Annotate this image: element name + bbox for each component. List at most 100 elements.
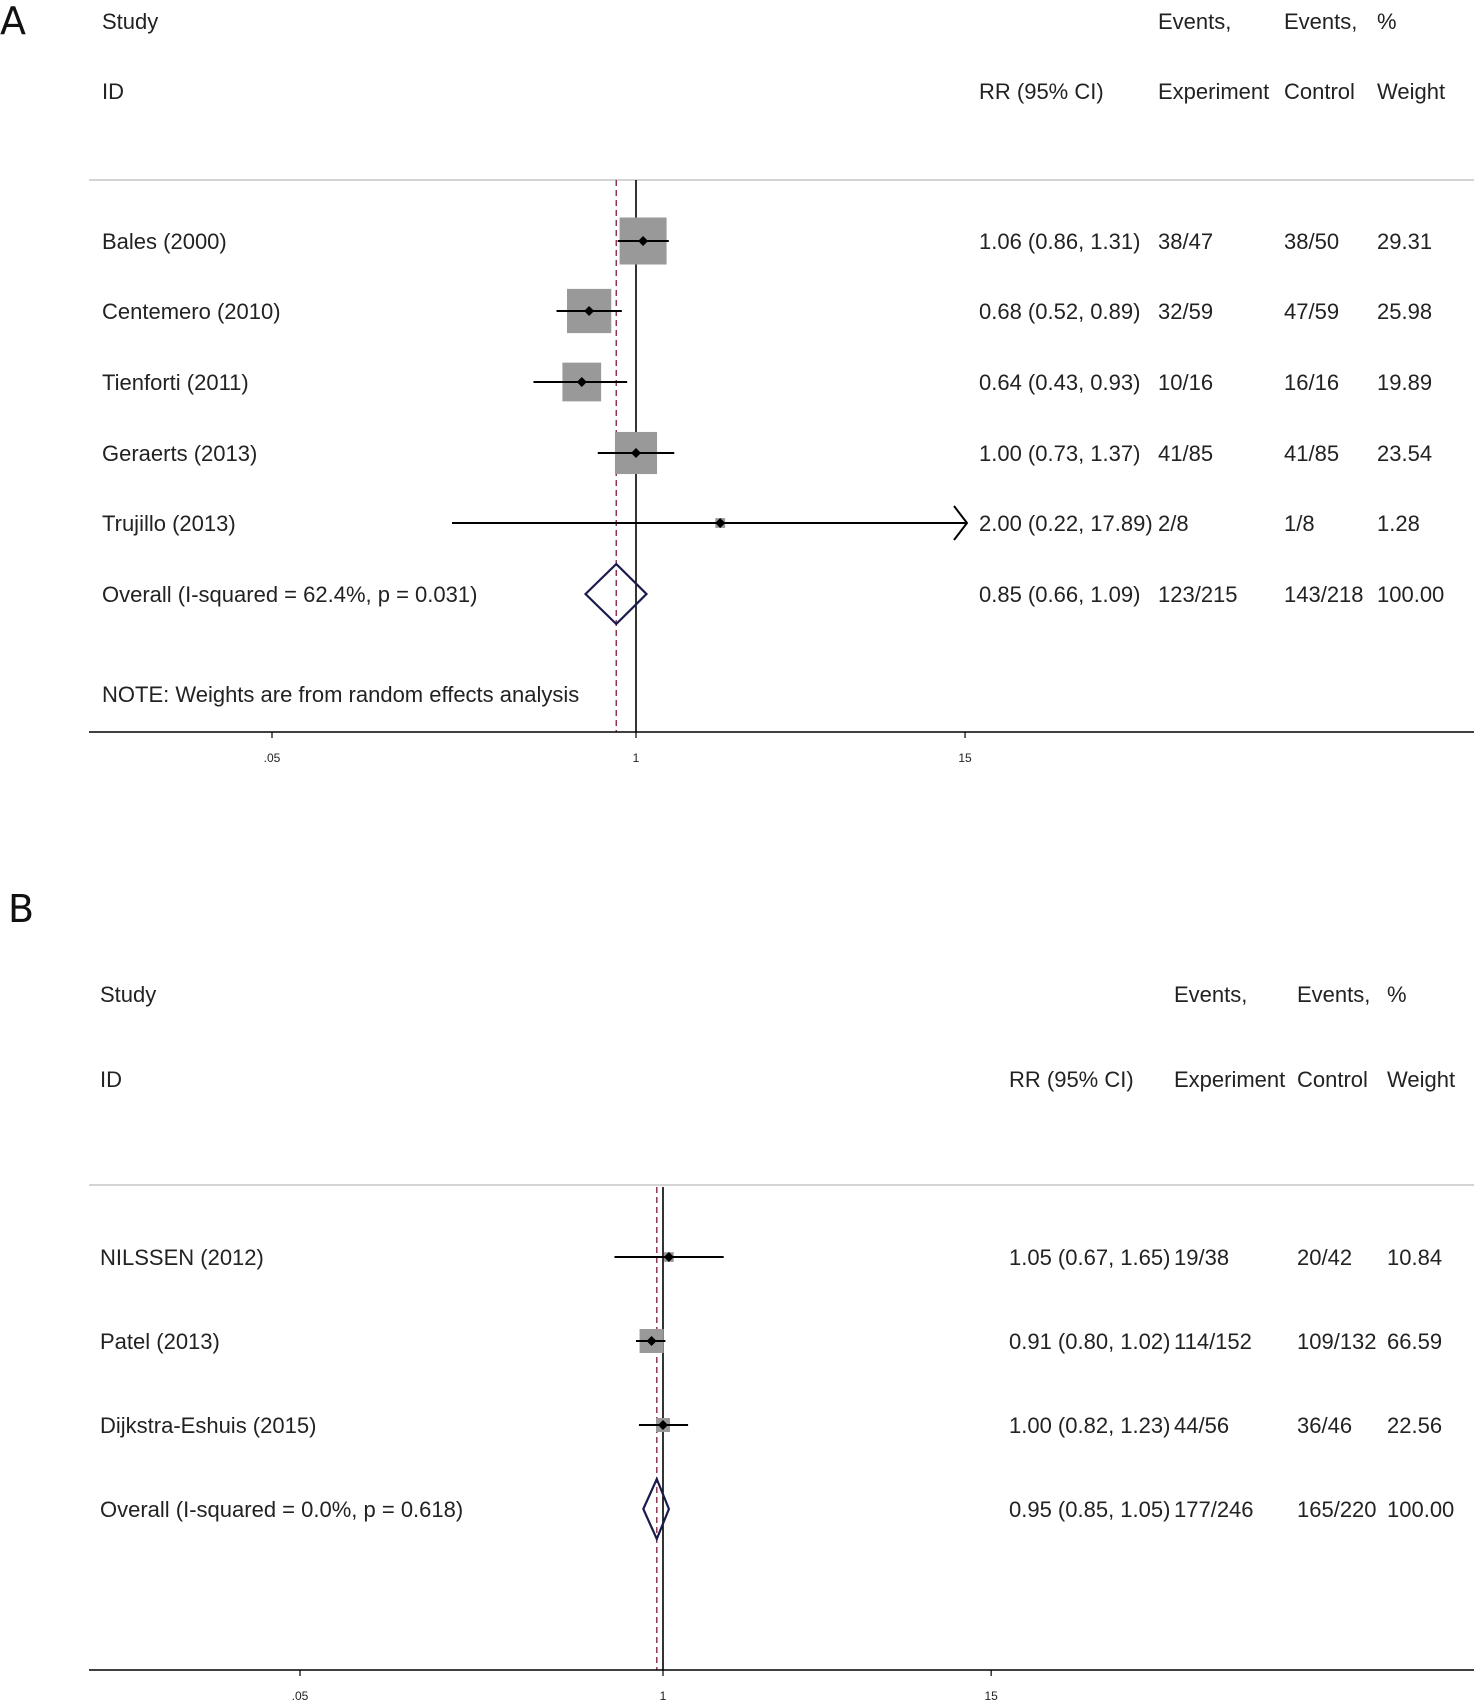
events-experiment: 44/56 [1174, 1413, 1229, 1438]
events-control: 20/42 [1297, 1245, 1352, 1270]
header-events-ctrl: Events, [1284, 9, 1357, 34]
rr-value: 1.00 (0.82, 1.23) [1009, 1413, 1170, 1438]
header-events-ctrl: Events, [1297, 982, 1370, 1007]
overall-weight: 100.00 [1387, 1497, 1454, 1522]
events-control: 47/59 [1284, 299, 1339, 324]
x-axis: .05 1 15 [89, 731, 1474, 765]
column-headers: Study ID RR (95% CI) Events, Experiment Event… [100, 982, 1455, 1092]
events-experiment: 41/85 [1158, 441, 1213, 466]
study-label: Bales (2000) [102, 229, 227, 254]
header-control: Control [1284, 79, 1355, 104]
header-study: Study [102, 9, 158, 34]
events-experiment: 10/16 [1158, 370, 1213, 395]
forest-panel-b: B Study ID RR (95% CI) Events, Experiment Even… [8, 887, 1474, 1703]
events-experiment: 114/152 [1174, 1329, 1252, 1354]
events-control: 109/132 [1297, 1329, 1377, 1354]
panel-label: B [8, 887, 34, 931]
overall-events-experiment: 123/215 [1158, 582, 1238, 607]
point-estimate [663, 1252, 674, 1262]
rr-value: 1.05 (0.67, 1.65) [1009, 1245, 1170, 1270]
events-experiment: 2/8 [1158, 511, 1189, 536]
overall-diamond [642, 1476, 671, 1542]
rr-value: 1.00 (0.73, 1.37) [979, 441, 1140, 466]
overall-row: Overall (I-squared = 62.4%, p = 0.031) 0.… [102, 562, 1444, 626]
x-axis: .05 1 15 [89, 1669, 1474, 1703]
panel-label: A [0, 0, 26, 43]
weight-value: 1.28 [1377, 511, 1420, 536]
events-control: 36/46 [1297, 1413, 1352, 1438]
header-experiment: Experiment [1158, 79, 1269, 104]
header-percent: % [1387, 982, 1407, 1007]
overall-events-experiment: 177/246 [1174, 1497, 1254, 1522]
study-label: Centemero (2010) [102, 299, 281, 324]
tick-label: 15 [958, 751, 972, 765]
header-events-exp: Events, [1158, 9, 1231, 34]
header-rr: RR (95% CI) [1009, 1067, 1134, 1092]
point-estimate [584, 306, 595, 316]
study-row: Trujillo (2013) 2.00 (0.22, 17.89) 2/8 1/8 1… [102, 505, 1420, 541]
overall-events-control: 143/218 [1284, 582, 1364, 607]
tick-label: 15 [984, 1689, 998, 1703]
footnote: NOTE: Weights are from random effects an… [102, 682, 579, 707]
events-control: 16/16 [1284, 370, 1339, 395]
header-events-exp: Events, [1174, 982, 1247, 1007]
study-label: Patel (2013) [100, 1329, 220, 1354]
header-id: ID [102, 79, 124, 104]
study-label: Geraerts (2013) [102, 441, 257, 466]
weight-value: 10.84 [1387, 1245, 1442, 1270]
overall-weight: 100.00 [1377, 582, 1444, 607]
events-experiment: 32/59 [1158, 299, 1213, 324]
study-row: Patel (2013) 0.91 (0.80, 1.02) 114/152 109/… [100, 1329, 1442, 1354]
events-experiment: 38/47 [1158, 229, 1213, 254]
weight-value: 19.89 [1377, 370, 1432, 395]
events-control: 41/85 [1284, 441, 1339, 466]
weight-value: 25.98 [1377, 299, 1432, 324]
rr-value: 0.68 (0.52, 0.89) [979, 299, 1140, 324]
point-estimate [646, 1336, 657, 1346]
events-control: 1/8 [1284, 511, 1315, 536]
rr-value: 0.64 (0.43, 0.93) [979, 370, 1140, 395]
header-weight: Weight [1387, 1067, 1455, 1092]
header-experiment: Experiment [1174, 1067, 1285, 1092]
tick-label: 1 [633, 751, 640, 765]
study-label: Dijkstra-Eshuis (2015) [100, 1413, 316, 1438]
header-weight: Weight [1377, 79, 1445, 104]
point-estimate [658, 1420, 668, 1430]
tick-label: .05 [292, 1689, 309, 1703]
weight-value: 22.56 [1387, 1413, 1442, 1438]
point-estimate [576, 377, 587, 387]
rr-value: 1.06 (0.86, 1.31) [979, 229, 1140, 254]
study-label: Trujillo (2013) [102, 511, 236, 536]
study-row: Geraerts (2013) 1.00 (0.73, 1.37) 41/85 41/… [102, 431, 1432, 475]
forest-panel-a: A Study ID RR (95% CI) Events, Experiment Even… [0, 0, 1474, 765]
study-row: Bales (2000) 1.06 (0.86, 1.31) 38/47 38/50 2… [102, 217, 1432, 265]
events-experiment: 19/38 [1174, 1245, 1229, 1270]
point-estimate [715, 518, 726, 528]
study-label: NILSSEN (2012) [100, 1245, 264, 1270]
study-label: Tienforti (2011) [102, 370, 249, 395]
weight-value: 29.31 [1377, 229, 1432, 254]
header-rr: RR (95% CI) [979, 79, 1104, 104]
study-row: Centemero (2010) 0.68 (0.52, 0.89) 32/59 47… [102, 288, 1432, 334]
events-control: 38/50 [1284, 229, 1339, 254]
weight-value: 23.54 [1377, 441, 1432, 466]
overall-rr: 0.95 (0.85, 1.05) [1009, 1497, 1170, 1522]
column-headers: Study ID RR (95% CI) Events, Experiment Event… [102, 9, 1445, 104]
study-row: NILSSEN (2012) 1.05 (0.67, 1.65) 19/38 20/4… [100, 1245, 1442, 1270]
weight-value: 66.59 [1387, 1329, 1442, 1354]
header-id: ID [100, 1067, 122, 1092]
overall-diamond [583, 562, 649, 626]
point-estimate [631, 448, 641, 458]
overall-row: Overall (I-squared = 0.0%, p = 0.618) 0.9… [100, 1476, 1454, 1542]
overall-events-control: 165/220 [1297, 1497, 1377, 1522]
overall-label: Overall (I-squared = 0.0%, p = 0.618) [100, 1497, 463, 1522]
tick-label: .05 [264, 751, 281, 765]
rr-value: 0.91 (0.80, 1.02) [1009, 1329, 1170, 1354]
study-row: Dijkstra-Eshuis (2015) 1.00 (0.82, 1.23) 4… [100, 1413, 1442, 1438]
ci-arrow [953, 505, 969, 541]
point-estimate [638, 236, 649, 246]
overall-rr: 0.85 (0.66, 1.09) [979, 582, 1140, 607]
header-percent: % [1377, 9, 1397, 34]
overall-label: Overall (I-squared = 62.4%, p = 0.031) [102, 582, 477, 607]
